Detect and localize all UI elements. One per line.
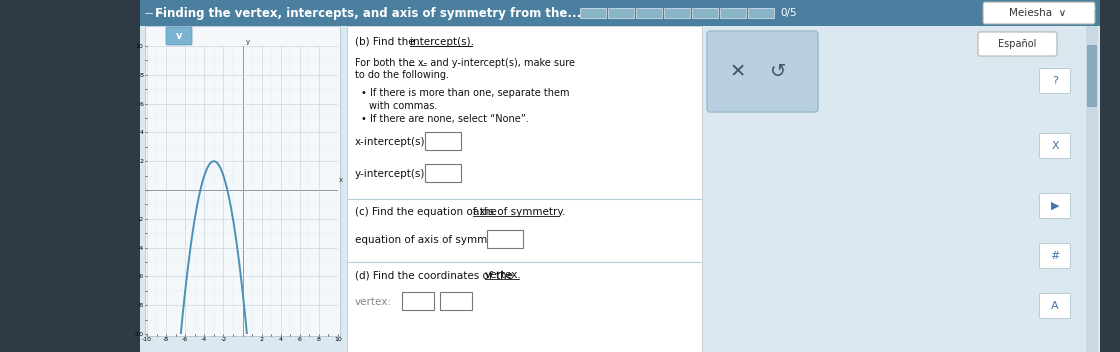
- FancyBboxPatch shape: [608, 8, 634, 18]
- FancyBboxPatch shape: [424, 132, 461, 150]
- FancyBboxPatch shape: [1039, 244, 1071, 269]
- Text: equation of axis of symmetry:: equation of axis of symmetry:: [355, 235, 511, 245]
- FancyBboxPatch shape: [707, 31, 818, 112]
- Text: ↺: ↺: [769, 63, 786, 82]
- FancyBboxPatch shape: [1039, 69, 1071, 94]
- Text: ▲: ▲: [1090, 3, 1095, 9]
- Text: — —: — —: [144, 8, 165, 18]
- Text: (b) Find the: (b) Find the: [355, 37, 418, 47]
- FancyBboxPatch shape: [166, 27, 192, 45]
- FancyBboxPatch shape: [140, 0, 1100, 26]
- Text: 0/5: 0/5: [780, 8, 796, 18]
- Text: intercept(s).: intercept(s).: [410, 37, 474, 47]
- FancyBboxPatch shape: [402, 292, 435, 310]
- Text: x: x: [339, 177, 343, 183]
- Text: v: v: [176, 31, 183, 41]
- FancyBboxPatch shape: [580, 8, 606, 18]
- FancyBboxPatch shape: [983, 2, 1095, 24]
- Text: vertex.: vertex.: [485, 270, 522, 280]
- Text: y-intercept(s):: y-intercept(s):: [355, 169, 429, 179]
- FancyBboxPatch shape: [748, 8, 774, 18]
- FancyBboxPatch shape: [664, 8, 690, 18]
- Text: For both the x- and y-intercept(s), make sure: For both the x- and y-intercept(s), make…: [355, 58, 575, 68]
- Text: A: A: [1052, 301, 1058, 311]
- Text: with commas.: with commas.: [368, 101, 438, 111]
- FancyBboxPatch shape: [347, 26, 702, 352]
- FancyBboxPatch shape: [1088, 45, 1096, 107]
- FancyBboxPatch shape: [144, 26, 340, 336]
- Text: #: #: [1051, 251, 1060, 261]
- Text: to do the following.: to do the following.: [355, 70, 449, 80]
- Text: • If there is more than one, separate them: • If there is more than one, separate th…: [361, 88, 569, 98]
- Text: (d) Find the coordinates of the: (d) Find the coordinates of the: [355, 270, 516, 280]
- Text: (c) Find the equation of the: (c) Find the equation of the: [355, 207, 501, 217]
- Text: ✕: ✕: [730, 63, 746, 82]
- Text: • If there are none, select “None”.: • If there are none, select “None”.: [361, 114, 529, 124]
- FancyBboxPatch shape: [1039, 133, 1071, 158]
- FancyBboxPatch shape: [692, 8, 718, 18]
- Text: Finding the vertex, intercepts, and axis of symmetry from the...: Finding the vertex, intercepts, and axis…: [155, 6, 581, 19]
- Text: x-intercept(s):: x-intercept(s):: [355, 137, 429, 147]
- FancyBboxPatch shape: [487, 230, 523, 248]
- Text: ▶: ▶: [1051, 201, 1060, 211]
- FancyBboxPatch shape: [424, 164, 461, 182]
- Text: X: X: [1052, 141, 1058, 151]
- Text: vertex:: vertex:: [355, 297, 392, 307]
- Text: Español: Español: [998, 39, 1036, 49]
- FancyBboxPatch shape: [1086, 26, 1098, 352]
- FancyBboxPatch shape: [1039, 194, 1071, 219]
- Text: Meiesha  ∨: Meiesha ∨: [1009, 8, 1066, 18]
- FancyBboxPatch shape: [1039, 294, 1071, 319]
- Text: axis of symmetry.: axis of symmetry.: [473, 207, 566, 217]
- FancyBboxPatch shape: [978, 32, 1057, 56]
- FancyBboxPatch shape: [720, 8, 746, 18]
- FancyBboxPatch shape: [140, 0, 1100, 352]
- Text: y: y: [245, 39, 250, 45]
- FancyBboxPatch shape: [636, 8, 662, 18]
- Text: ?: ?: [1052, 76, 1058, 86]
- FancyBboxPatch shape: [440, 292, 472, 310]
